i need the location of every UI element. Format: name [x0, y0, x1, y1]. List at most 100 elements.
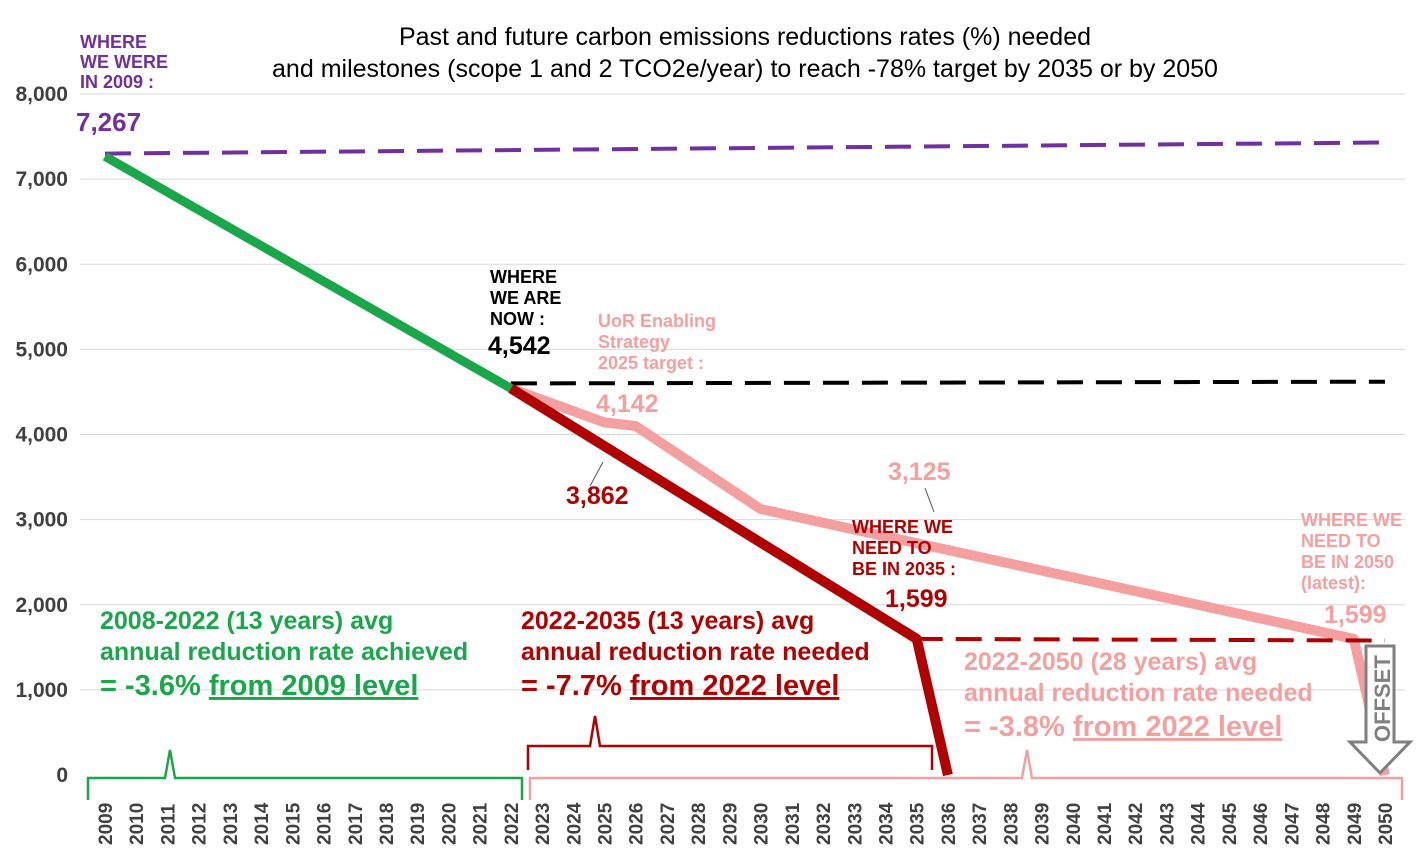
x-tick-label: 2018: [377, 803, 398, 845]
x-tick-label: 2035: [908, 802, 929, 845]
annotation-pink-line2: annual reduction rate needed: [964, 679, 1313, 707]
x-tick-label: 2040: [1064, 803, 1085, 845]
label-where-we-are: WHERE WE ARE NOW :: [490, 267, 561, 329]
label-uor-line3: 2025 target :: [598, 353, 704, 373]
annotation-pink: 2022-2050 (28 years) avg annual reductio…: [964, 648, 1313, 743]
leader-3862: [589, 461, 604, 487]
brace-pink: [528, 749, 1404, 800]
x-tick-label: 2026: [627, 803, 648, 845]
x-tick-label: 2027: [658, 803, 679, 845]
x-tick-label: 2032: [814, 803, 835, 845]
y-tick-label: 7,000: [15, 168, 68, 191]
label-where-2050-line1: WHERE WE: [1301, 510, 1402, 530]
annotation-green-plain: = -3.6%: [100, 670, 209, 702]
annotation-pink-plain: = -3.8%: [964, 711, 1073, 743]
label-where-2050-line4: (latest):: [1301, 573, 1366, 593]
label-where-2035-line3: BE IN 2035 :: [852, 559, 956, 579]
value-2025: 4,142: [596, 390, 659, 418]
chart-subtitle: and milestones (scope 1 and 2 TCO2e/year…: [272, 55, 1218, 83]
x-tick-label: 2039: [1033, 803, 1054, 845]
label-where-2050-line3: BE IN 2050: [1301, 552, 1394, 572]
label-where-we-were-line1: WHERE: [80, 32, 147, 52]
y-tick-label: 3,000: [15, 509, 68, 532]
x-tick-label: 2042: [1126, 803, 1147, 845]
x-tick-label: 2012: [190, 803, 211, 845]
y-axis-ticks: 0 1,000 2,000 3,000 4,000 5,000 6,000 7,000 8,00…: [15, 83, 68, 787]
x-tick-label: 2023: [533, 803, 554, 845]
x-tick-label: 2020: [439, 803, 460, 845]
series-2022-level: [510, 379, 1386, 386]
offset-arrow: OFFSET: [1346, 644, 1414, 776]
value-3125: 3,125: [888, 458, 951, 486]
label-where-2035-line2: NEED TO: [852, 538, 932, 558]
annotation-green-underlined: from 2009 level: [209, 670, 419, 702]
label-uor-target: UoR Enabling Strategy 2025 target :: [598, 311, 716, 373]
label-where-we-are-line3: NOW :: [490, 309, 545, 329]
x-tick-label: 2036: [939, 803, 960, 845]
label-where-2050-line2: NEED TO: [1301, 531, 1381, 551]
x-tick-label: 2017: [346, 803, 367, 845]
x-tick-label: 2048: [1314, 803, 1335, 845]
x-tick-label: 2015: [283, 802, 304, 845]
value-now: 4,542: [488, 332, 551, 360]
x-tick-label: 2041: [1095, 802, 1116, 845]
y-tick-label: 5,000: [15, 338, 68, 361]
series-layer: [102, 140, 1390, 777]
annotation-pink-line1: 2022-2050 (28 years) avg: [964, 648, 1257, 676]
series-2035-target-level: [916, 636, 1386, 643]
series-needed-2035: [508, 384, 953, 777]
x-tick-label: 2011: [158, 803, 179, 845]
y-tick-label: 1,000: [15, 679, 68, 702]
x-tick-label: 2047: [1282, 803, 1303, 845]
annotation-green-line3: = -3.6% from 2009 level: [100, 670, 418, 702]
brace-green: [86, 749, 524, 800]
annotation-red-plain: = -7.7%: [521, 670, 630, 702]
series-2009-level: [104, 140, 1386, 156]
label-where-2050: WHERE WE NEED TO BE IN 2050 (latest):: [1301, 510, 1402, 593]
x-tick-label: 2034: [876, 802, 897, 845]
x-tick-label: 2016: [315, 803, 336, 845]
x-tick-label: 2019: [408, 803, 429, 845]
label-where-we-are-line2: WE ARE: [490, 288, 561, 308]
label-where-2035-line1: WHERE WE: [852, 517, 953, 537]
x-tick-label: 2045: [1220, 802, 1241, 845]
y-tick-label: 2,000: [15, 594, 68, 617]
x-tick-label: 2010: [127, 803, 148, 845]
label-where-we-were-line3: IN 2009 :: [80, 72, 154, 92]
series-achieved: [102, 152, 514, 393]
x-tick-label: 2044: [1189, 802, 1210, 845]
y-tick-label: 0: [56, 764, 68, 787]
x-tick-label: 2025: [596, 802, 617, 845]
annotation-green-line2: annual reduction rate achieved: [100, 638, 468, 666]
annotation-pink-line3: = -3.8% from 2022 level: [964, 711, 1282, 743]
label-where-we-were-line2: WE WERE: [80, 52, 168, 72]
label-where-2035: WHERE WE NEED TO BE IN 2035 :: [852, 517, 956, 579]
annotation-red-underlined: from 2022 level: [630, 670, 840, 702]
annotation-red-line1: 2022-2035 (13 years) avg: [521, 607, 814, 635]
series-needed-2050: [509, 383, 1390, 777]
annotation-red: 2022-2035 (13 years) avg annual reductio…: [521, 607, 870, 702]
offset-label: OFFSET: [1370, 655, 1395, 742]
x-tick-label: 2043: [1157, 803, 1178, 845]
x-tick-label: 2038: [1001, 803, 1022, 845]
x-tick-label: 2049: [1345, 803, 1366, 845]
y-tick-label: 8,000: [15, 83, 68, 106]
x-axis-ticks: 2009 2010 2011 2012 2013 2014 2015 2016 2017 2018…: [96, 802, 1397, 845]
x-tick-label: 2022: [502, 803, 523, 845]
x-tick-label: 2033: [845, 803, 866, 845]
x-tick-label: 2029: [720, 803, 741, 845]
x-tick-label: 2021: [471, 802, 492, 845]
x-tick-label: 2030: [752, 803, 773, 845]
label-uor-line2: Strategy: [598, 332, 670, 352]
chart-title: Past and future carbon emissions reducti…: [399, 23, 1091, 51]
y-tick-label: 6,000: [15, 253, 68, 276]
annotation-red-line3: = -7.7% from 2022 level: [521, 670, 839, 702]
value-3862: 3,862: [566, 482, 629, 510]
x-tick-label: 2037: [970, 803, 991, 845]
x-tick-label: 2024: [564, 802, 585, 845]
value-2009: 7,267: [76, 107, 141, 137]
x-tick-label: 2050: [1376, 803, 1397, 845]
x-tick-label: 2009: [96, 803, 117, 845]
label-where-we-were: WHERE WE WERE IN 2009 :: [80, 32, 168, 92]
